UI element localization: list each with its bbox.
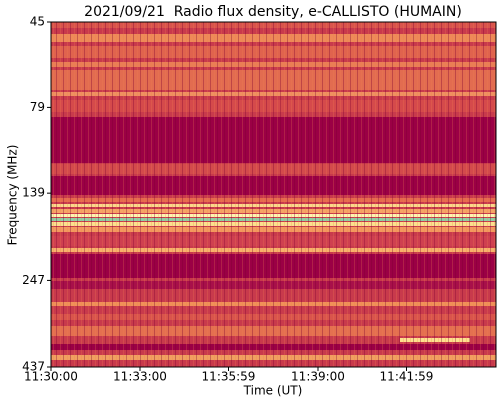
y-tick-label: 79 <box>30 100 45 114</box>
y-axis-label: Frequency (MHz) <box>6 145 20 246</box>
x-tick-label: 11:41:59 <box>380 370 434 384</box>
x-tick-label: 11:39:00 <box>291 370 345 384</box>
x-axis-label: Time (UT) <box>243 384 303 398</box>
x-tick-label: 11:35:59 <box>202 370 256 384</box>
plot-frame <box>50 21 497 368</box>
x-tick-label: 11:33:00 <box>113 370 167 384</box>
y-tick-label: 139 <box>22 186 45 200</box>
x-tick-label: 11:30:00 <box>24 370 78 384</box>
y-tick-label: 45 <box>30 15 45 29</box>
y-tick-label: 437 <box>22 360 45 374</box>
y-tick-label: 247 <box>22 273 45 287</box>
chart-title: 2021/09/21 Radio flux density, e-CALLIST… <box>84 4 462 20</box>
spectrogram-image <box>51 22 496 367</box>
